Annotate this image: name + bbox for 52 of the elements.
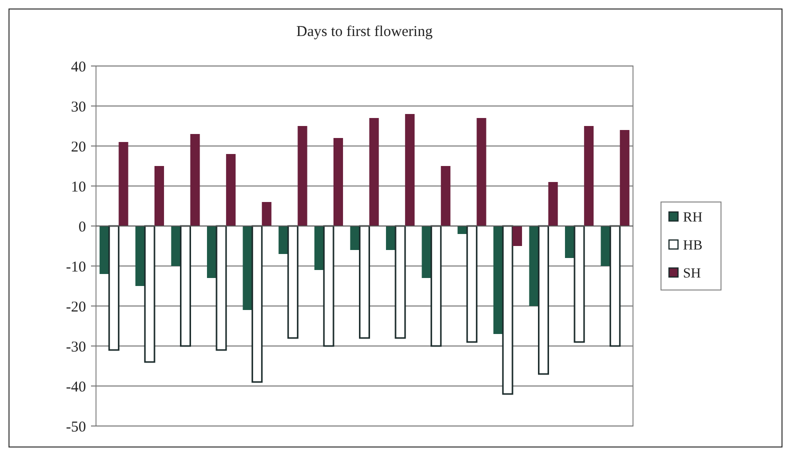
bar [386,226,396,250]
bar [333,138,344,226]
y-tick-label: -20 [66,299,86,316]
bar [287,225,298,339]
bar [538,225,550,375]
legend-label: HB [683,238,702,254]
bar [206,226,217,278]
chart-title: Days to first flowering [296,24,434,40]
legend-label: SH [683,266,701,282]
bar [252,225,263,383]
bar [394,225,406,339]
bar [226,154,236,226]
bar [369,118,379,226]
bar [564,226,575,258]
bar [610,225,621,347]
legend-label: RH [683,210,702,226]
y-tick-label: 20 [71,139,86,156]
bar [278,226,288,254]
y-tick-label: -30 [66,339,86,356]
y-tick-label: 0 [78,219,86,236]
bar [100,226,110,274]
bar [620,130,630,226]
bar [190,134,200,226]
bar [216,225,227,351]
y-tick-label: 30 [71,99,86,116]
y-tick-label: 40 [71,59,86,76]
y-tick-label: -50 [66,419,86,436]
bar [430,225,442,347]
bar [154,166,164,226]
bar [108,225,120,351]
bar [118,142,128,226]
bar [323,225,334,347]
bar [512,226,522,246]
bar [574,225,585,343]
bar [358,225,370,339]
bar [548,182,558,226]
y-tick-label: -10 [66,259,86,276]
bar [405,114,415,226]
bar [144,225,156,363]
bar [584,126,594,226]
bar [502,225,514,395]
bar [180,225,192,347]
bar [440,166,450,226]
bar [350,226,360,250]
bar [171,226,181,266]
bar [476,118,486,226]
y-tick-label: 10 [71,179,86,196]
bar [529,226,539,306]
y-tick-label: -40 [66,379,86,396]
bar [298,126,308,226]
bar [466,225,478,343]
bar [262,202,272,226]
